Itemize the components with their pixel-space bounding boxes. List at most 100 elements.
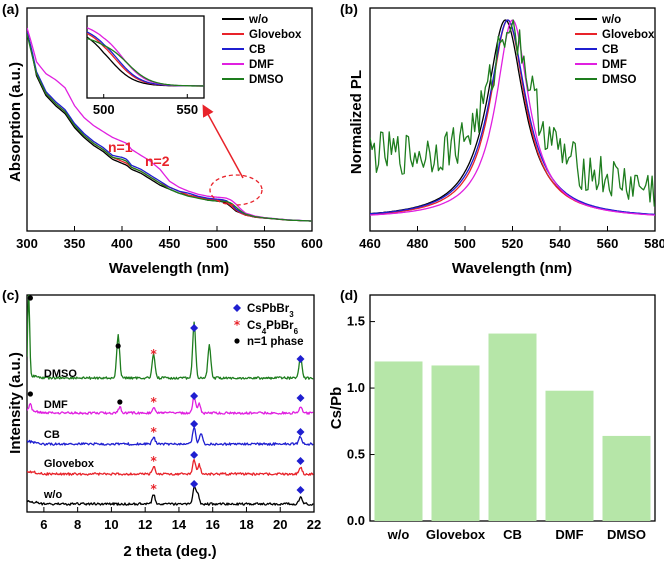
panel-c-xtick-label: 16 xyxy=(205,517,219,532)
legend-label-glovebox: Glovebox xyxy=(602,29,655,41)
panel-a-xlabel: Wavelength (nm) xyxy=(109,260,229,277)
cspbbr3-peak-marker xyxy=(296,428,305,436)
panel-b-ylabel: Normalized PL xyxy=(348,70,365,174)
panel-b-xtick-label: 480 xyxy=(407,236,429,251)
panel-d-bars: w/o Glovebox CB DMF DMSO xyxy=(374,333,651,542)
panel-a-xtick-label: 350 xyxy=(64,236,86,251)
n1-phase-peak-marker xyxy=(115,343,121,349)
panel-b-label: (b) xyxy=(340,1,358,17)
bar-dmf xyxy=(545,390,594,521)
panel-d-ytick-label: 0.5 xyxy=(347,447,365,462)
cs4pbbr6-peak-marker: * xyxy=(150,454,157,468)
panel-c-xtick-label: 8 xyxy=(74,517,81,532)
panel-c-xtick-label: 20 xyxy=(273,517,287,532)
panel-c: (c) 6 8 10 12 14 16 18 20 22 * * * * * DMSO DMF CB Glov… xyxy=(2,287,321,560)
legend-label-cb: CB xyxy=(602,44,619,56)
panel-c-ylabel: Intensity (a.u.) xyxy=(7,352,24,454)
legend-label-cb: CB xyxy=(249,44,266,56)
bar-label-glovebox: Glovebox xyxy=(426,527,486,542)
panel-d-ticks: 0.0 0.5 1.0 1.5 xyxy=(347,314,375,528)
n1-phase-peak-marker xyxy=(27,391,33,397)
inset-xtick-label: 500 xyxy=(93,102,115,117)
cs4pbbr6-peak-marker: * xyxy=(150,347,157,361)
cspbbr3-peak-marker xyxy=(296,457,305,465)
cspbbr3-peak-marker xyxy=(190,451,199,459)
panel-d: (d) 0.0 0.5 1.0 1.5 w/o Glovebox CB DMF DMSO Cs… xyxy=(328,287,656,542)
panel-b-frame xyxy=(369,7,656,232)
panel-b-xtick-label: 520 xyxy=(502,236,524,251)
legend-cs4pbbr6: Cs4PbBr6 xyxy=(247,320,299,336)
panel-d-ytick-label: 1.0 xyxy=(347,380,365,395)
panel-c-xtick-label: 22 xyxy=(307,517,321,532)
cspbbr3-peak-marker xyxy=(296,486,305,494)
panel-a-label: (a) xyxy=(2,1,19,17)
legend-label-dmf: DMF xyxy=(602,59,627,71)
panel-b: (b) 460 480 500 520 540 560 580 Wavelength (nm… xyxy=(340,1,664,277)
inset-xtick-label: 550 xyxy=(176,102,198,117)
bar-dmso xyxy=(602,435,651,521)
panel-d-ytick-label: 1.5 xyxy=(347,314,365,329)
legend-label-w-o: w/o xyxy=(601,14,621,26)
panel-a-xtick-label: 400 xyxy=(111,236,133,251)
panel-c-xtick-label: 14 xyxy=(172,517,187,532)
panel-a-xtick-label: 500 xyxy=(206,236,228,251)
panel-d-label: (d) xyxy=(340,287,358,303)
panel-a-inset-series xyxy=(87,27,204,87)
legend-cspbbr3: CsPbBr3 xyxy=(247,303,294,319)
panel-b-xtick-label: 460 xyxy=(359,236,381,251)
n1-phase-peak-marker xyxy=(117,399,123,405)
bar-label-dmso: DMSO xyxy=(607,527,646,542)
pl-line-dmso xyxy=(370,19,655,207)
annotation-n1: n=1 xyxy=(108,139,133,155)
absorption-line-dmso xyxy=(27,33,312,222)
panel-a-inset-frame xyxy=(86,15,205,99)
pl-line-cb xyxy=(370,19,655,216)
xrd-sample-glovebox: Glovebox xyxy=(44,458,95,470)
panel-a-xtick-label: 550 xyxy=(254,236,276,251)
panel-c-legend: CsPbBr3 * Cs4PbBr6 n=1 phase xyxy=(233,303,304,348)
panel-c-xtick-label: 6 xyxy=(40,517,47,532)
panel-c-phase-markers: * * * * * xyxy=(27,295,305,496)
panel-d-ytick-label: 0.0 xyxy=(347,513,365,528)
panel-c-xtick-label: 12 xyxy=(138,517,152,532)
panel-a-legend: w/o Glovebox CB DMF DMSO xyxy=(222,14,302,86)
cs4pbbr6-peak-marker: * xyxy=(150,425,157,439)
cs4pbbr6-peak-marker: * xyxy=(150,395,157,409)
panel-a-ticks: 300 350 400 450 500 550 600 xyxy=(16,226,323,251)
cspbbr3-peak-marker xyxy=(296,394,305,402)
panel-d-ylabel: Cs/Pb xyxy=(328,387,345,430)
panel-b-xlabel: Wavelength (nm) xyxy=(452,260,572,277)
inset-line-dmso xyxy=(87,37,204,87)
panel-c-series xyxy=(27,295,314,506)
panel-a-inset-ticks: 500 550 xyxy=(93,94,198,117)
legend-label-dmf: DMF xyxy=(249,59,274,71)
zoom-ellipse xyxy=(209,174,263,206)
panel-a-xtick-label: 450 xyxy=(159,236,181,251)
panel-a-series xyxy=(27,27,312,222)
legend-label-w-o: w/o xyxy=(248,14,268,26)
legend-n1-phase: n=1 phase xyxy=(247,336,304,348)
panel-c-xtick-label: 18 xyxy=(239,517,253,532)
cspbbr3-peak-marker xyxy=(296,355,305,363)
legend-label-glovebox: Glovebox xyxy=(249,29,302,41)
panel-b-xtick-label: 500 xyxy=(454,236,476,251)
panel-b-xtick-label: 540 xyxy=(549,236,571,251)
cspbbr3-peak-marker xyxy=(190,324,199,332)
legend-label-dmso: DMSO xyxy=(602,74,637,86)
panel-c-ticks: 6 8 10 12 14 16 18 20 22 xyxy=(40,507,321,532)
panel-c-sample-names: DMSO DMF CB Glovebox w/o xyxy=(43,368,95,501)
panel-a-ylabel: Absorption (a.u.) xyxy=(7,62,24,182)
xrd-sample-w-o: w/o xyxy=(43,489,63,501)
zoom-arrow xyxy=(202,104,244,179)
bar-cb xyxy=(488,333,537,521)
xrd-line-cb xyxy=(27,426,314,446)
n1-phase-peak-marker xyxy=(27,295,33,301)
panel-c-label: (c) xyxy=(2,287,19,303)
xrd-line-glovebox xyxy=(27,458,314,476)
legend-star-marker: * xyxy=(234,318,241,332)
panel-b-series xyxy=(370,19,655,216)
bar-label-dmf: DMF xyxy=(555,527,583,542)
panel-a: (a) 300 350 400 450 500 550 600 Wavelength (nm… xyxy=(2,1,323,277)
panel-a-xtick-label: 600 xyxy=(301,236,323,251)
bar-glovebox xyxy=(431,365,480,521)
